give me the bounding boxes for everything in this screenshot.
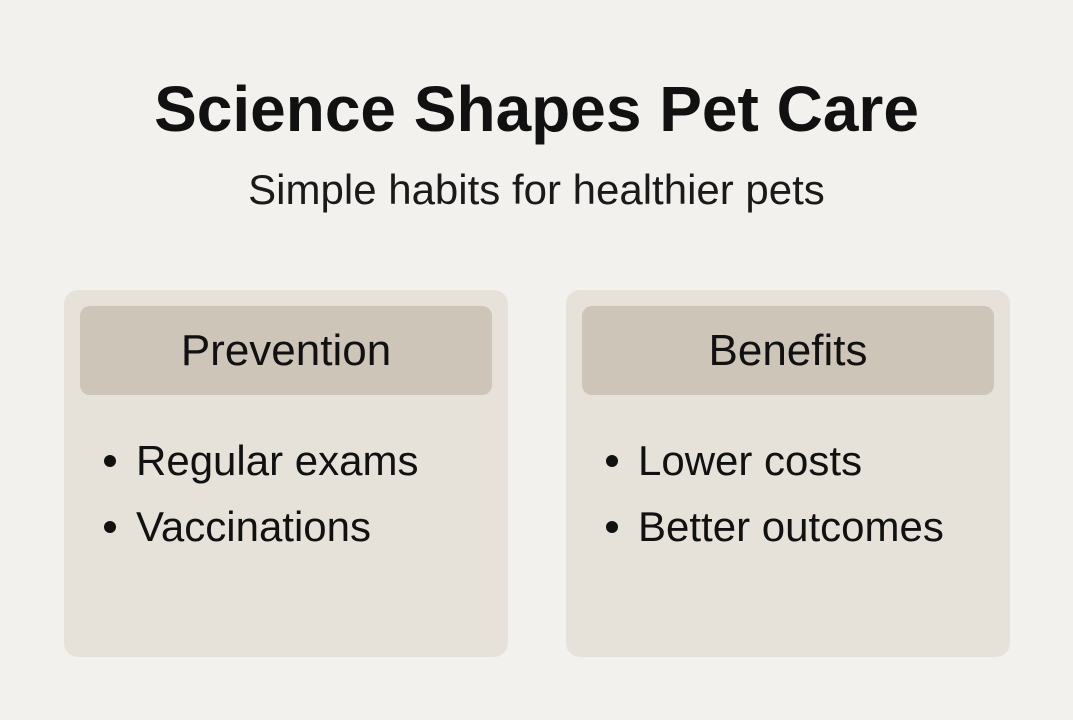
- card-title: Benefits: [582, 306, 994, 395]
- list-item: Better outcomes: [606, 494, 944, 560]
- list-item: Regular exams: [104, 428, 418, 494]
- card-title: Prevention: [80, 306, 492, 395]
- card: Prevention Regular exams Vaccinations: [64, 290, 508, 657]
- title: Science Shapes Pet Care: [154, 73, 919, 145]
- card: Benefits Lower costs Better outcomes: [566, 290, 1010, 657]
- subtitle: Simple habits for healthier pets: [248, 166, 825, 213]
- item-list: Regular exams Vaccinations: [104, 428, 418, 560]
- list-item: Vaccinations: [104, 494, 418, 560]
- item-list: Lower costs Better outcomes: [606, 428, 944, 560]
- list-item: Lower costs: [606, 428, 944, 494]
